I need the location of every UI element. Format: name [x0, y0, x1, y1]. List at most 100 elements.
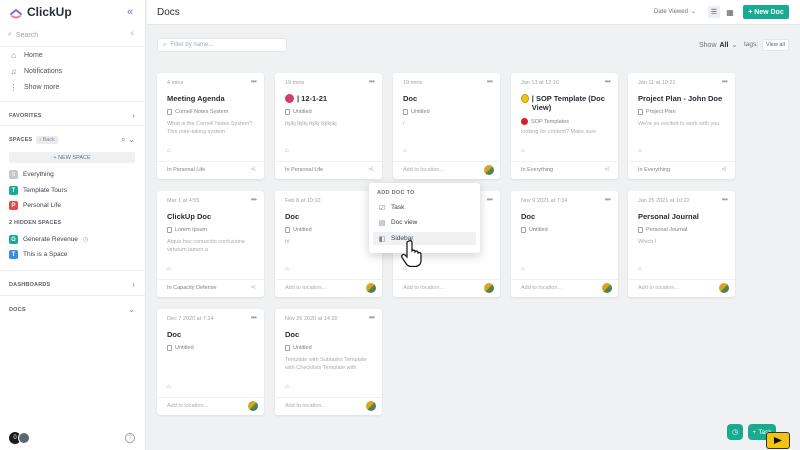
show-filter[interactable]: Show All ⌄ — [699, 41, 737, 50]
doc-location[interactable]: Add to location... — [521, 285, 562, 291]
doc-card[interactable]: Nov 9 2021 at 7:34 ••• Doc Untitled ⌂ Ad… — [511, 191, 618, 297]
tag-icon[interactable]: ⌂ — [521, 266, 525, 272]
doc-card[interactable]: Jan 25 2021 at 10:22 ••• Personal Journa… — [628, 191, 735, 297]
menu-heading: ADD DOC TO — [377, 190, 415, 196]
nav-notifications[interactable]: ♫ Notifications — [9, 67, 63, 76]
more-icon[interactable]: ••• — [368, 77, 375, 86]
doc-card[interactable]: 19 mins ••• Doc Untitled / ⌂ Add to loca… — [393, 73, 500, 179]
tag-icon[interactable]: ⌂ — [167, 384, 171, 390]
doc-card[interactable]: Nov 26 2020 at 14:20 ••• Doc Untitled Te… — [275, 309, 382, 415]
more-icon[interactable]: ••• — [486, 77, 493, 86]
share-icon[interactable]: ⋖ — [250, 284, 256, 291]
doc-page: Untitled — [403, 109, 430, 115]
divider — [0, 46, 146, 47]
doc-location[interactable]: Add to location... — [285, 285, 326, 291]
tag-icon[interactable]: ⌂ — [285, 148, 289, 154]
space-personal-life[interactable]: P Personal Life — [9, 201, 61, 210]
doc-location[interactable]: In Everything — [638, 167, 671, 173]
doc-location[interactable]: In Capacity Defense — [167, 285, 217, 291]
doc-card[interactable]: Mar 1 at 4:55 ••• ClickUp Doc Lorem Ipsu… — [157, 191, 264, 297]
doc-card[interactable]: Jan 13 at 12:16 ••• | SOP Template (Doc … — [511, 73, 618, 179]
share-icon[interactable]: ⋖ — [604, 166, 610, 173]
more-icon[interactable]: ••• — [250, 313, 257, 322]
tag-icon[interactable]: ⌂ — [638, 266, 642, 272]
more-icon[interactable]: ••• — [604, 195, 611, 204]
timer-icon[interactable]: ◷ — [727, 424, 743, 440]
view-all-button[interactable]: View all — [762, 39, 789, 51]
space-generate-revenue[interactable]: G Generate Revenue ◷ — [9, 235, 88, 244]
doc-location[interactable]: Add to location... — [403, 167, 444, 173]
docs-section[interactable]: DOCS ⌄ — [9, 305, 135, 314]
menu-item-doc-view[interactable]: ▤ Doc view — [373, 216, 476, 229]
collapse-sidebar-icon[interactable]: « — [127, 6, 134, 18]
share-icon[interactable]: ⋖ — [368, 166, 374, 173]
more-icon[interactable]: ••• — [368, 313, 375, 322]
tag-icon[interactable]: ⌂ — [521, 148, 525, 154]
user-avatars[interactable]: 0 — [9, 432, 30, 444]
share-icon[interactable]: ⋖ — [721, 166, 727, 173]
doc-location[interactable]: Add to location... — [638, 285, 679, 291]
nav-home[interactable]: ⌂ Home — [9, 51, 43, 60]
spaces-controls[interactable]: ⌕ ⌄ — [121, 135, 135, 145]
filter-input[interactable]: ⌕ Filter by name... — [157, 38, 287, 52]
doc-card[interactable]: 19 mins ••• | 12-1-21 Untitled Ikjlkj lk… — [275, 73, 382, 179]
tag-icon[interactable]: ⌂ — [638, 148, 642, 154]
more-icon[interactable]: ••• — [250, 195, 257, 204]
space-this-is-a-space[interactable]: T This is a Space — [9, 250, 67, 259]
more-icon[interactable]: ••• — [250, 77, 257, 86]
doc-location[interactable]: Add to location... — [167, 403, 208, 409]
nav-show-more[interactable]: ⋮ Show more — [9, 83, 60, 92]
more-icon[interactable]: ••• — [721, 77, 728, 86]
more-icon[interactable]: ••• — [721, 195, 728, 204]
doc-date: 4 mins — [167, 80, 184, 86]
lightning-icon[interactable]: ⚡ — [129, 29, 136, 39]
doc-location[interactable]: Add to location... — [285, 403, 326, 409]
new-space-button[interactable]: + NEW SPACE — [9, 152, 135, 163]
checkbox-icon: ☑ — [378, 204, 386, 212]
space-template-tours[interactable]: T Template Tours — [9, 186, 67, 195]
tag-icon[interactable]: ⌂ — [403, 266, 407, 272]
sidebar-search[interactable]: ⌕ Search — [8, 28, 118, 42]
menu-item-sidebar[interactable]: ◧ Sidebar — [373, 232, 476, 245]
spaces-section[interactable]: SPACES ‹ Back ⌕ ⌄ — [9, 135, 135, 145]
more-icon[interactable]: ••• — [604, 77, 611, 86]
doc-card[interactable]: Feb 8 at 10:10 ••• Doc Untitled hi ⌂ Add… — [275, 191, 382, 297]
tag-icon[interactable]: ⌂ — [403, 148, 407, 154]
clickup-logo[interactable]: ClickUp — [9, 5, 72, 19]
doc-location[interactable]: In Everything — [521, 167, 554, 173]
more-icon[interactable]: ••• — [486, 195, 493, 204]
help-icon[interactable]: ? — [125, 433, 135, 443]
doc-footer: Add to location... — [275, 279, 382, 297]
doc-card[interactable]: Dec 7 2020 at 7:24 ••• Doc Untitled ⌂ Ad… — [157, 309, 264, 415]
sort-dropdown[interactable]: Date Viewed ⌄ — [654, 8, 696, 16]
new-doc-button[interactable]: + New Doc — [743, 5, 789, 19]
doc-title: Doc — [285, 212, 300, 221]
menu-item-task[interactable]: ☑ Task — [373, 201, 476, 214]
smiley-emoji-icon — [521, 94, 529, 103]
play-icon[interactable] — [766, 432, 790, 449]
favorites-section[interactable]: FAVORITES › — [9, 111, 135, 120]
tag-icon[interactable]: ⌂ — [285, 266, 289, 272]
space-everything[interactable]: ≡ Everything — [9, 170, 54, 179]
back-button[interactable]: ‹ Back — [36, 136, 58, 144]
doc-location[interactable]: Add to location... — [403, 285, 444, 291]
doc-preview: What is the Cornell Notes System? This n… — [167, 121, 253, 135]
tag-icon[interactable]: ⌂ — [167, 148, 171, 154]
doc-date: 19 mins — [285, 80, 305, 86]
hidden-spaces-section[interactable]: 2 HIDDEN SPACES — [9, 220, 135, 226]
share-icon[interactable]: ⋖ — [250, 166, 256, 173]
avatar — [602, 283, 612, 293]
doc-card[interactable]: 4 mins ••• Meeting Agenda Cornell Notes … — [157, 73, 264, 179]
grid-view-icon[interactable]: ▦ — [726, 7, 734, 17]
list-view-icon[interactable]: ☰ — [708, 6, 720, 18]
doc-card[interactable]: Jan 11 at 10:21 ••• Project Plan - John … — [628, 73, 735, 179]
sidebar: ClickUp « ⌕ Search ⚡ ⌂ Home ♫ Notificati… — [0, 0, 146, 450]
everything-icon: ≡ — [9, 170, 18, 179]
dashboards-section[interactable]: DASHBOARDS › — [9, 280, 135, 289]
tag-icon[interactable]: ⌂ — [167, 266, 171, 272]
doc-location[interactable]: In Personal Life — [167, 167, 206, 173]
doc-icon — [285, 227, 290, 233]
doc-date: Nov 26 2020 at 14:20 — [285, 316, 338, 322]
tag-icon[interactable]: ⌂ — [285, 384, 289, 390]
doc-location[interactable]: In Personal Life — [285, 167, 324, 173]
